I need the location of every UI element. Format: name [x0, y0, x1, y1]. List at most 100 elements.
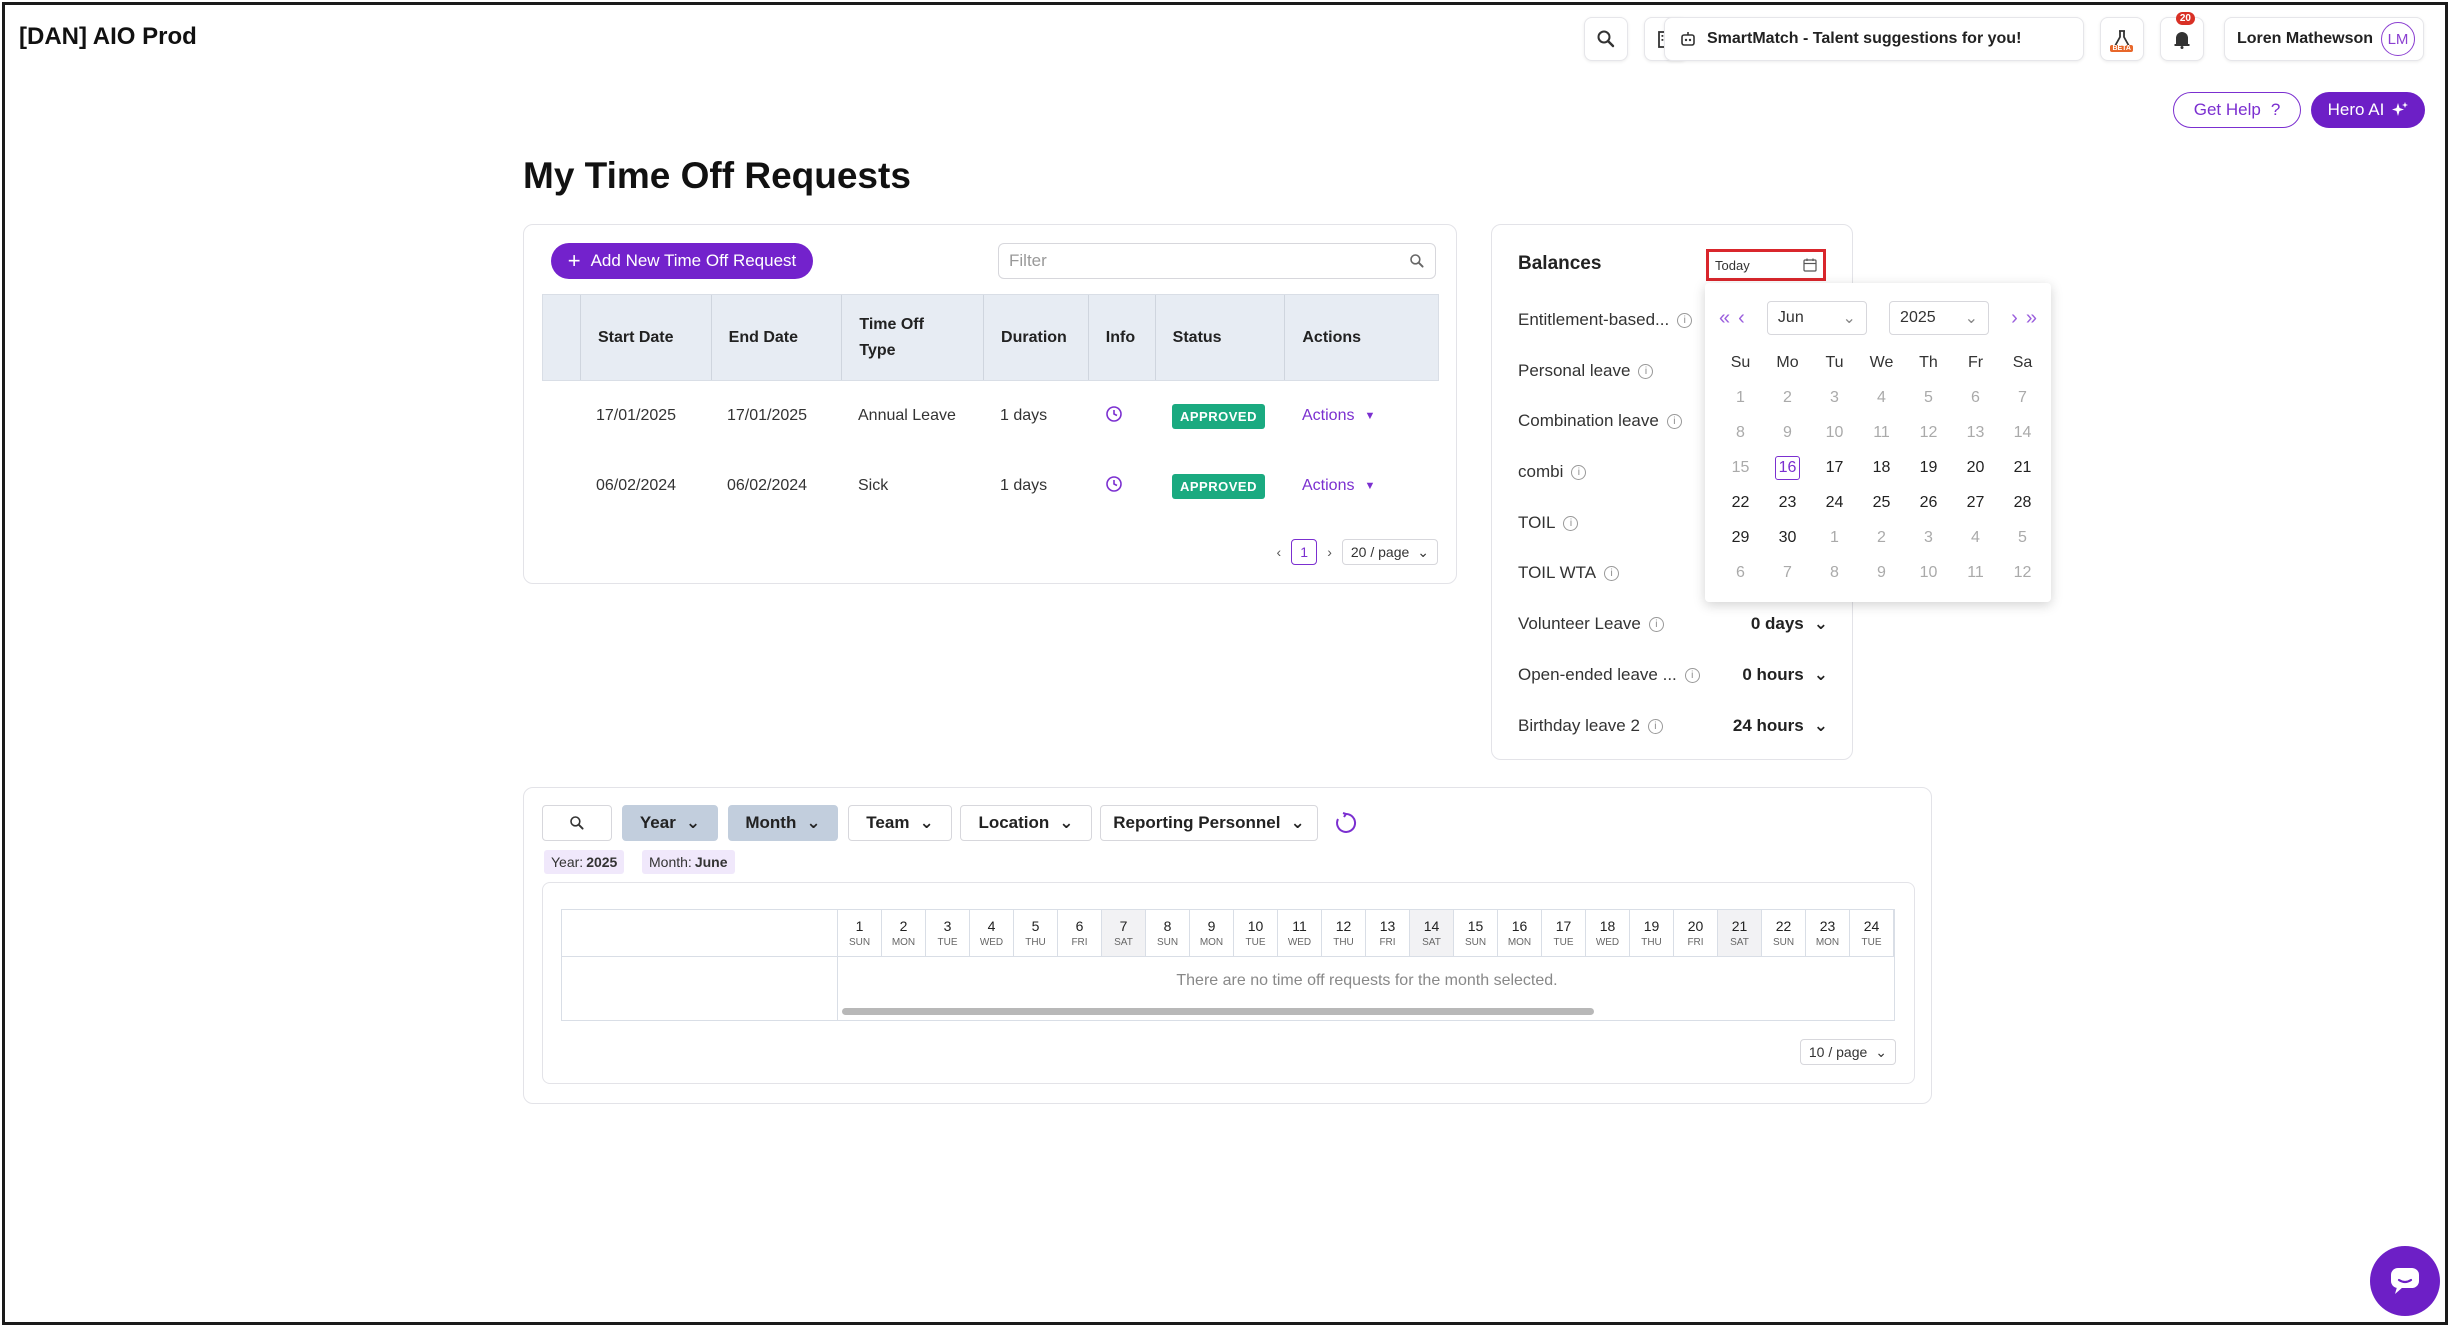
date-cell[interactable]: 18 [1872, 458, 1891, 476]
balance-row[interactable]: Volunteer Leave i 0 days ⌄ [1518, 609, 1828, 639]
info-icon[interactable]: i [1684, 667, 1700, 683]
notifications-button[interactable]: 20 [2160, 12, 2204, 61]
header-end-date[interactable]: End Date [710, 295, 842, 380]
date-cell[interactable]: 2 [1877, 528, 1886, 546]
chat-button[interactable] [2370, 1246, 2440, 1316]
header-duration[interactable]: Duration [983, 295, 1088, 380]
date-cell[interactable]: 10 [1919, 563, 1938, 581]
page-size-select[interactable]: 20 / page ⌄ [1341, 539, 1438, 565]
date-cell[interactable]: 4 [1971, 528, 1980, 546]
date-cell[interactable]: 26 [1919, 493, 1938, 511]
info-icon[interactable]: i [1666, 413, 1682, 429]
actions-dropdown[interactable]: Actions ▼ [1302, 477, 1375, 495]
date-cell[interactable]: 12 [2013, 563, 2032, 581]
prev-year-icon[interactable]: « [1719, 306, 1731, 329]
info-icon[interactable]: i [1677, 312, 1693, 328]
next-year-icon[interactable]: » [2025, 306, 2037, 329]
reporting-personnel-filter[interactable]: Reporting Personnel ⌄ [1100, 805, 1318, 841]
year-select[interactable]: 2025 ⌄ [1889, 301, 1990, 335]
date-cell[interactable]: 9 [1783, 423, 1792, 441]
date-cell[interactable]: 24 [1825, 493, 1844, 511]
balance-row[interactable]: Open-ended leave ... i 0 hours ⌄ [1518, 660, 1828, 690]
date-cell[interactable]: 1 [1736, 388, 1745, 406]
page-number-button[interactable]: 1 [1291, 539, 1318, 565]
date-cell[interactable]: 15 [1731, 458, 1750, 476]
get-help-button[interactable]: Get Help ? [2173, 92, 2301, 128]
smartmatch-button[interactable]: SmartMatch - Talent suggestions for you! [1664, 17, 2084, 61]
balance-row[interactable]: Birthday leave 2 i 24 hours ⌄ [1518, 711, 1828, 741]
date-cell[interactable]: 23 [1778, 493, 1797, 511]
date-cell[interactable]: 11 [1873, 423, 1890, 441]
date-cell[interactable]: 7 [2018, 388, 2027, 406]
balance-row[interactable]: Entitlement-based... i [1518, 305, 1828, 335]
date-cell[interactable]: 8 [1830, 563, 1839, 581]
next-page-icon[interactable]: › [1327, 544, 1332, 560]
info-icon[interactable]: i [1647, 718, 1663, 734]
info-icon[interactable]: i [1563, 515, 1579, 531]
date-cell[interactable]: 13 [1966, 423, 1985, 441]
date-cell[interactable]: 7 [1783, 563, 1792, 581]
table-row[interactable]: 17/01/2025 17/01/2025 Annual Leave 1 day… [542, 381, 1439, 451]
table-row[interactable]: 06/02/2024 06/02/2024 Sick 1 days APPROV… [542, 451, 1439, 521]
date-cell[interactable]: 28 [2013, 493, 2032, 511]
refresh-icon[interactable] [1334, 811, 1358, 835]
clock-icon[interactable] [1105, 405, 1123, 423]
year-filter[interactable]: Year ⌄ [622, 805, 718, 841]
date-cell[interactable]: 20 [1966, 458, 1985, 476]
date-cell[interactable]: 9 [1877, 563, 1886, 581]
date-cell[interactable]: 25 [1872, 493, 1891, 511]
balance-row[interactable]: Personal leave i [1518, 356, 1828, 386]
info-icon[interactable]: i [1638, 363, 1654, 379]
date-cell[interactable]: 6 [1971, 388, 1980, 406]
info-icon[interactable]: i [1571, 464, 1587, 480]
date-cell[interactable]: 14 [2013, 423, 2032, 441]
balance-row[interactable]: combi i [1518, 457, 1828, 487]
date-cell-today[interactable]: 16 [1764, 450, 1811, 485]
actions-dropdown[interactable]: Actions ▼ [1302, 407, 1375, 425]
date-cell[interactable]: 5 [2018, 528, 2027, 546]
date-cell[interactable]: 30 [1778, 528, 1797, 546]
date-cell[interactable]: 2 [1783, 388, 1792, 406]
calendar-search-button[interactable] [542, 805, 612, 841]
date-cell[interactable]: 21 [2013, 458, 2032, 476]
add-time-off-request-button[interactable]: + Add New Time Off Request [551, 243, 813, 279]
chevron-down-icon[interactable]: ⌄ [1813, 716, 1828, 735]
date-cell[interactable]: 17 [1825, 458, 1844, 476]
horizontal-scrollbar[interactable] [842, 1008, 1594, 1015]
balance-row[interactable]: TOIL i [1518, 508, 1828, 538]
location-filter[interactable]: Location ⌄ [960, 805, 1092, 841]
info-icon[interactable]: i [1604, 565, 1620, 581]
date-cell[interactable]: 6 [1736, 563, 1745, 581]
chevron-down-icon[interactable]: ⌄ [1813, 614, 1828, 633]
date-cell[interactable]: 19 [1919, 458, 1938, 476]
chevron-down-icon[interactable]: ⌄ [1813, 665, 1828, 684]
page-size-select[interactable]: 10 / page ⌄ [1799, 1039, 1896, 1065]
date-cell[interactable]: 12 [1919, 423, 1938, 441]
balance-row[interactable]: Combination leave i [1518, 406, 1828, 436]
balance-date-input[interactable]: Today [1706, 249, 1826, 281]
date-cell[interactable]: 4 [1877, 388, 1886, 406]
date-cell[interactable]: 8 [1736, 423, 1745, 441]
date-cell[interactable]: 5 [1924, 388, 1933, 406]
month-filter[interactable]: Month ⌄ [728, 805, 838, 841]
month-select[interactable]: Jun ⌄ [1766, 301, 1867, 335]
hero-ai-button[interactable]: Hero AI [2311, 92, 2425, 128]
search-button[interactable] [1584, 17, 1628, 61]
prev-month-icon[interactable]: ‹ [1738, 306, 1745, 329]
date-cell[interactable]: 3 [1924, 528, 1933, 546]
next-month-icon[interactable]: › [2011, 306, 2018, 329]
date-cell[interactable]: 1 [1830, 528, 1839, 546]
team-filter[interactable]: Team ⌄ [848, 805, 952, 841]
clock-icon[interactable] [1105, 475, 1123, 493]
balance-row[interactable]: TOIL WTA i [1518, 558, 1828, 588]
prev-page-icon[interactable]: ‹ [1276, 544, 1282, 560]
info-icon[interactable]: i [1648, 616, 1664, 632]
date-cell[interactable]: 29 [1731, 528, 1750, 546]
date-cell[interactable]: 10 [1825, 423, 1844, 441]
filter-input[interactable]: Filter [998, 243, 1436, 279]
header-status[interactable]: Status [1154, 295, 1285, 380]
header-start-date[interactable]: Start Date [579, 295, 711, 380]
date-cell[interactable]: 3 [1830, 388, 1839, 406]
header-time-off-type[interactable]: Time Off Type [841, 295, 983, 380]
user-menu-button[interactable]: Loren Mathewson LM [2224, 17, 2424, 61]
